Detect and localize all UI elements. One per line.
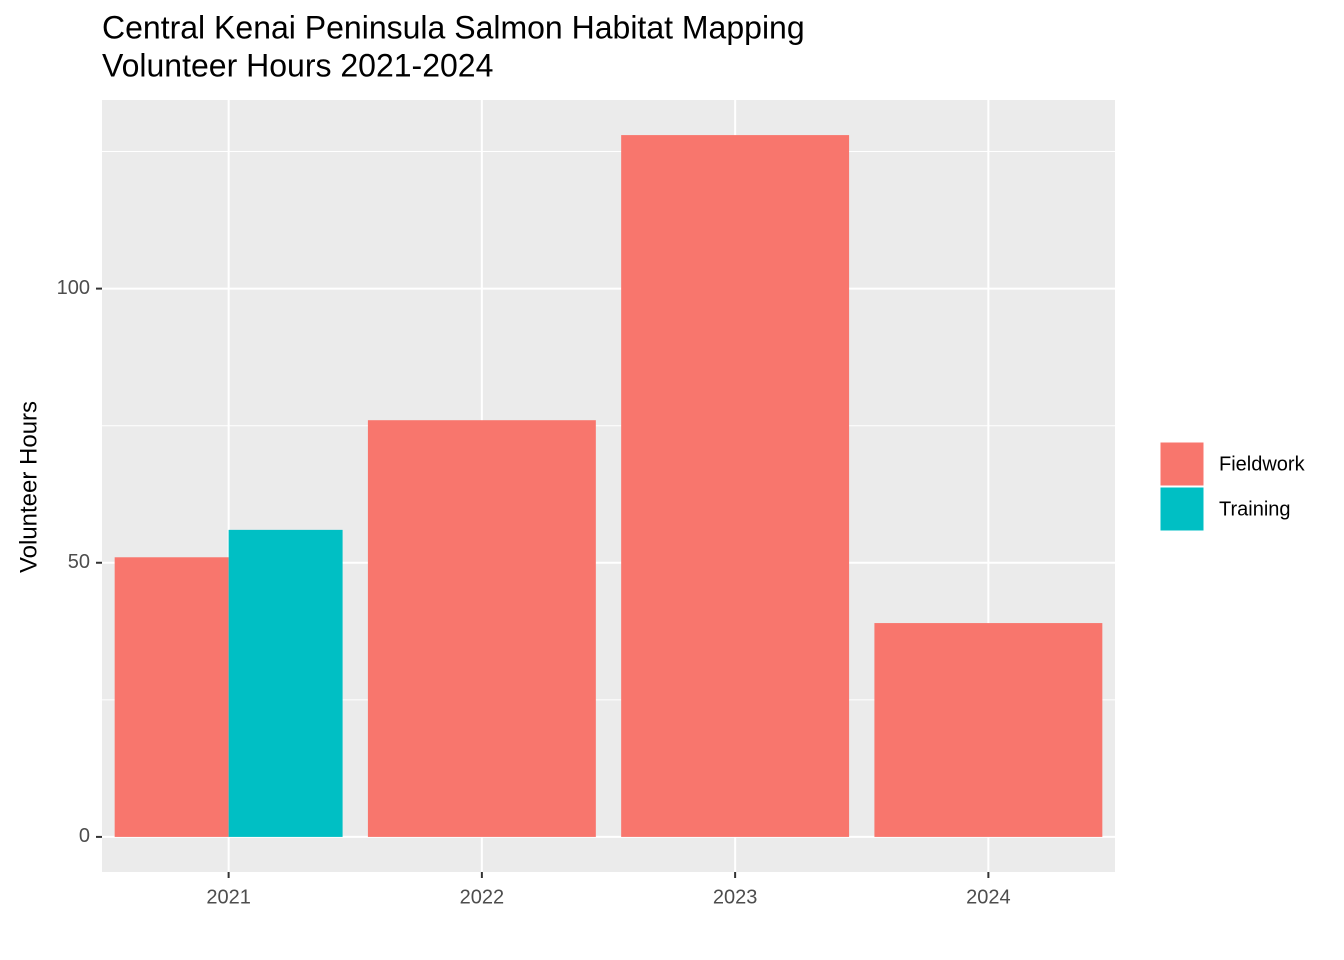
legend-key (1159, 486, 1205, 532)
bar (114, 557, 229, 837)
x-tick-label: 2021 (206, 886, 251, 908)
x-tick-label: 2022 (460, 886, 505, 908)
y-tick-label: 0 (79, 825, 90, 847)
y-axis-label: Volunteer Hours (15, 401, 42, 573)
x-tick-label: 2023 (713, 886, 758, 908)
bar (228, 529, 343, 837)
x-tick-label: 2024 (966, 886, 1011, 908)
bar (621, 135, 850, 837)
chart-title: Central Kenai Peninsula Salmon Habitat M… (102, 9, 805, 45)
bar (367, 420, 596, 837)
y-tick-label: 100 (57, 277, 90, 299)
legend-label: Fieldwork (1219, 453, 1306, 475)
bar (874, 623, 1103, 837)
chart-subtitle: Volunteer Hours 2021-2024 (102, 47, 493, 83)
legend-key (1159, 441, 1205, 487)
legend-label: Training (1219, 498, 1291, 520)
y-tick-label: 50 (68, 551, 90, 573)
